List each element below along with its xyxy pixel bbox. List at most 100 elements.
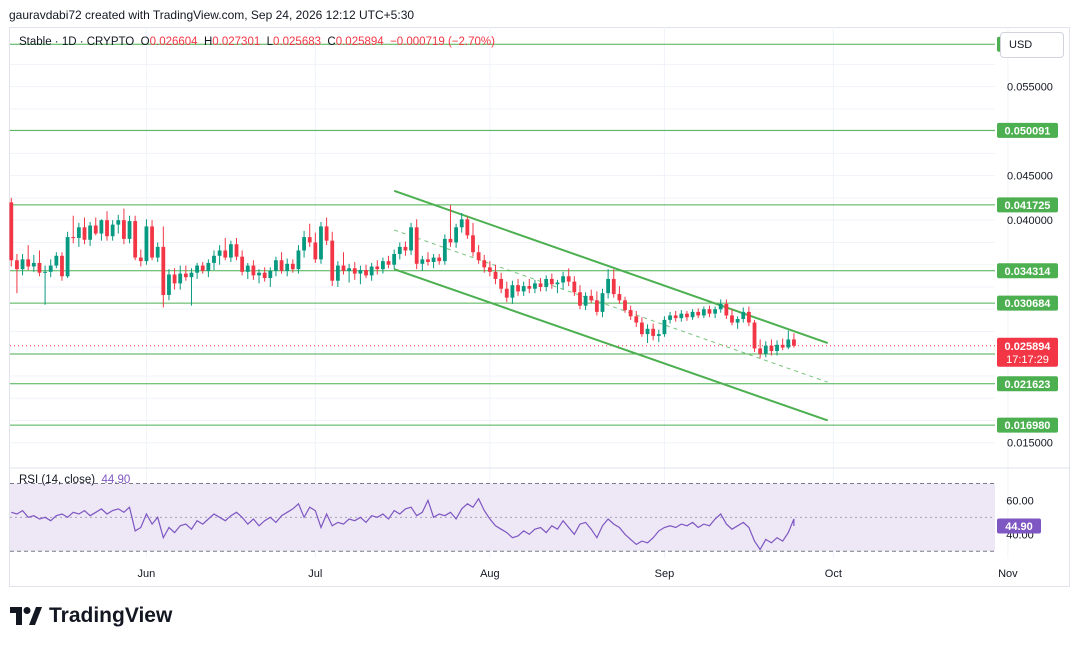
candle[interactable]: [15, 254, 19, 294]
candle[interactable]: [549, 273, 554, 289]
candle[interactable]: [290, 259, 295, 273]
candle[interactable]: [510, 280, 515, 304]
candle[interactable]: [223, 237, 228, 261]
candle[interactable]: [386, 255, 391, 269]
candle[interactable]: [758, 339, 763, 359]
candle[interactable]: [690, 309, 695, 320]
candle[interactable]: [487, 261, 492, 277]
candle[interactable]: [555, 279, 560, 294]
candle[interactable]: [364, 264, 368, 279]
candle[interactable]: [606, 269, 611, 299]
candle[interactable]: [617, 286, 622, 304]
candle[interactable]: [375, 260, 380, 275]
candle[interactable]: [381, 257, 385, 274]
candle[interactable]: [763, 341, 768, 358]
candle[interactable]: [183, 265, 188, 281]
candle[interactable]: [578, 285, 582, 310]
candle[interactable]: [133, 215, 138, 261]
candle[interactable]: [493, 264, 498, 285]
candle[interactable]: [352, 262, 357, 280]
candle[interactable]: [521, 281, 526, 296]
candle[interactable]: [651, 323, 656, 341]
candle[interactable]: [544, 275, 549, 292]
candle[interactable]: [471, 222, 475, 257]
candle[interactable]: [656, 329, 661, 343]
candle[interactable]: [634, 310, 639, 328]
candle[interactable]: [150, 220, 154, 261]
candle[interactable]: [99, 219, 104, 241]
candle[interactable]: [31, 254, 36, 272]
candle[interactable]: [200, 262, 205, 274]
candle[interactable]: [319, 221, 323, 264]
candle[interactable]: [589, 289, 594, 303]
candle[interactable]: [228, 240, 233, 263]
candle[interactable]: [43, 265, 47, 305]
candle[interactable]: [403, 241, 408, 256]
candle[interactable]: [414, 219, 419, 270]
candle[interactable]: [465, 216, 470, 239]
candle[interactable]: [324, 217, 329, 246]
candle[interactable]: [640, 317, 644, 337]
candle[interactable]: [735, 316, 740, 329]
candle[interactable]: [110, 220, 115, 241]
candle[interactable]: [662, 316, 667, 337]
candle[interactable]: [746, 306, 751, 327]
candle[interactable]: [679, 310, 684, 322]
candle[interactable]: [307, 223, 312, 247]
candle[interactable]: [775, 340, 779, 356]
candle[interactable]: [533, 279, 537, 294]
candle[interactable]: [685, 310, 689, 321]
candle[interactable]: [426, 252, 430, 266]
candle[interactable]: [645, 324, 650, 344]
candle[interactable]: [431, 254, 436, 269]
candle[interactable]: [341, 252, 346, 275]
candle[interactable]: [673, 310, 678, 322]
candle[interactable]: [752, 319, 757, 352]
candle[interactable]: [60, 252, 64, 281]
candle[interactable]: [262, 267, 267, 282]
channel-lower-line[interactable]: [393, 268, 829, 422]
candle[interactable]: [296, 245, 301, 274]
candle[interactable]: [516, 278, 520, 296]
candle[interactable]: [392, 249, 397, 270]
candle[interactable]: [611, 269, 616, 298]
candle[interactable]: [668, 311, 672, 324]
channel-upper-line[interactable]: [393, 189, 829, 344]
candle[interactable]: [442, 234, 447, 265]
candle[interactable]: [566, 268, 571, 287]
candle[interactable]: [409, 222, 413, 255]
candle[interactable]: [144, 219, 149, 265]
candle[interactable]: [138, 249, 143, 267]
candle[interactable]: [82, 217, 87, 245]
candle[interactable]: [499, 272, 504, 294]
candle[interactable]: [561, 271, 565, 290]
candle[interactable]: [212, 250, 216, 271]
candle[interactable]: [741, 307, 746, 323]
candle[interactable]: [37, 250, 42, 277]
candle[interactable]: [730, 309, 734, 326]
currency-selector[interactable]: USD: [1000, 32, 1064, 58]
candle[interactable]: [268, 267, 273, 287]
candle[interactable]: [93, 217, 98, 236]
candle[interactable]: [274, 256, 278, 277]
candle[interactable]: [701, 306, 706, 319]
rsi-label[interactable]: RSI (14, close): [19, 474, 96, 486]
candle[interactable]: [448, 205, 453, 247]
candle[interactable]: [713, 306, 718, 319]
candle[interactable]: [155, 242, 160, 263]
candle[interactable]: [594, 291, 599, 316]
candle[interactable]: [20, 254, 25, 276]
candle[interactable]: [116, 214, 121, 234]
candle[interactable]: [195, 262, 200, 279]
candle[interactable]: [696, 308, 701, 319]
candle[interactable]: [397, 242, 402, 260]
candle[interactable]: [583, 292, 588, 311]
candle[interactable]: [127, 215, 132, 244]
candle[interactable]: [71, 215, 76, 244]
candle[interactable]: [623, 296, 627, 313]
candle[interactable]: [707, 305, 712, 318]
candle[interactable]: [240, 250, 245, 276]
candle[interactable]: [769, 339, 774, 356]
candle[interactable]: [335, 261, 340, 287]
